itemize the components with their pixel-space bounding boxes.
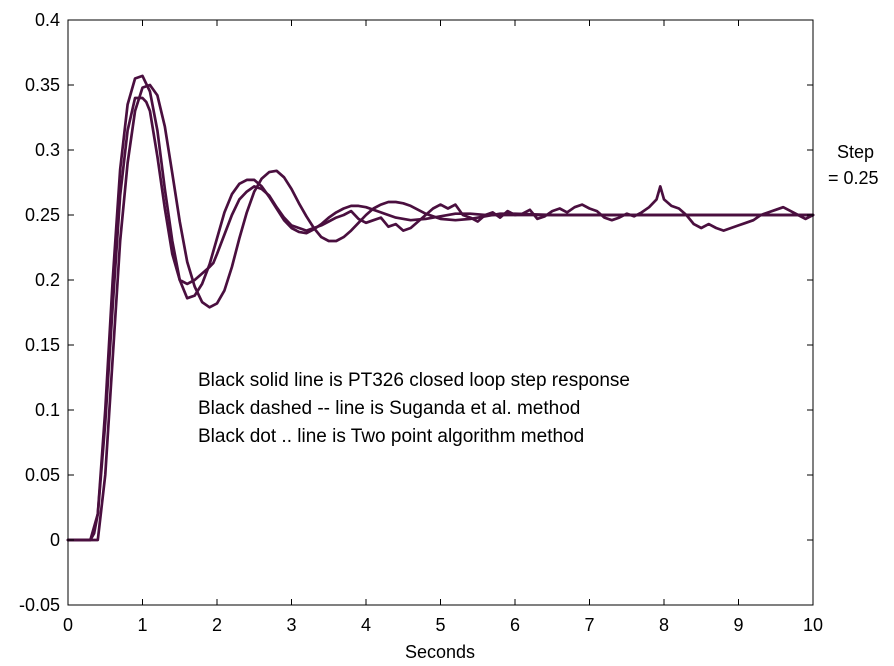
x-tick-label: 3 (286, 615, 296, 635)
plot-area-background (68, 20, 813, 605)
y-tick-label: 0 (50, 530, 60, 550)
step-value-label: = 0.25 (828, 168, 879, 188)
y-tick-label: 0.4 (35, 10, 60, 30)
annotation-line-3: Black dot .. line is Two point algorithm… (198, 426, 584, 447)
x-tick-label: 4 (361, 615, 371, 635)
y-tick-label: 0.2 (35, 270, 60, 290)
x-axis-label: Seconds (405, 642, 475, 661)
x-tick-label: 1 (137, 615, 147, 635)
y-tick-label: 0.3 (35, 140, 60, 160)
x-tick-label: 7 (584, 615, 594, 635)
step-label: Step (837, 142, 874, 162)
y-tick-label: 0.15 (25, 335, 60, 355)
annotation-line-1: Black solid line is PT326 closed loop st… (198, 370, 630, 391)
x-axis: 0 1 2 3 4 5 6 7 8 9 10 (63, 20, 823, 635)
y-tick-label: -0.05 (19, 595, 60, 615)
y-tick-label: 0.35 (25, 75, 60, 95)
y-tick-label: 0.25 (25, 205, 60, 225)
y-axis: -0.05 0 0.05 0.1 0.15 0.2 0.25 0.3 0.35 0.4 (19, 10, 813, 615)
x-tick-label: 10 (803, 615, 823, 635)
series-layer (66, 74, 815, 542)
annotation-line-2: Black dashed -- line is Suganda et al. m… (198, 398, 580, 419)
x-tick-label: 5 (435, 615, 445, 635)
y-tick-label: 0.05 (25, 465, 60, 485)
series-line-1 (66, 96, 815, 542)
y-tick-label: 0.1 (35, 400, 60, 420)
x-tick-label: 0 (63, 615, 73, 635)
x-tick-label: 6 (510, 615, 520, 635)
x-tick-label: 9 (733, 615, 743, 635)
x-tick-label: 2 (212, 615, 222, 635)
series-line-3 (66, 83, 815, 542)
x-tick-label: 8 (659, 615, 669, 635)
